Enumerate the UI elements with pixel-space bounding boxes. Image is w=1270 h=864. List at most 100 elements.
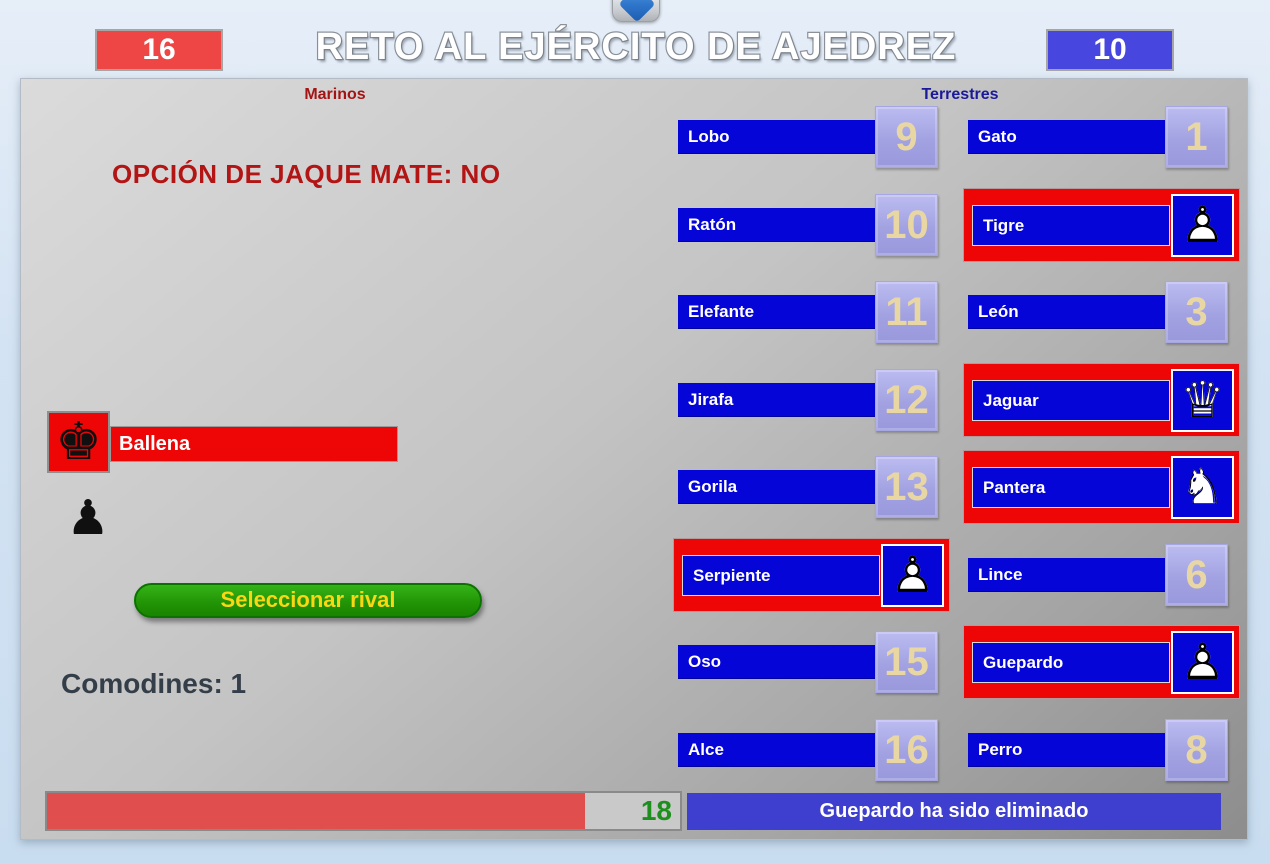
unit-row[interactable]: Lobo 9 bbox=[678, 106, 940, 168]
unit-name: Jaguar bbox=[983, 391, 1039, 410]
pawn-icon-outline: ♙ bbox=[1180, 633, 1225, 691]
terrestres-column-header: Terrestres bbox=[921, 86, 999, 103]
game-title: RETO AL EJÉRCITO DE AJEDREZ bbox=[314, 25, 957, 69]
king-icon: ♚ bbox=[55, 412, 102, 472]
queen-tile: ♛ ♕ bbox=[1171, 369, 1234, 432]
unit-name: Lince bbox=[978, 565, 1023, 584]
pawn-tile: ♟ ♙ bbox=[881, 544, 944, 607]
unit-name: Oso bbox=[688, 652, 722, 671]
captured-pawn-icon: ♟ bbox=[66, 490, 110, 546]
blue-team-score: 10 bbox=[1046, 29, 1174, 71]
pawn-icon-outline: ♙ bbox=[890, 546, 935, 604]
unit-number-tile: 1 bbox=[1165, 106, 1228, 168]
pawn-icon: ♟ bbox=[1180, 633, 1225, 691]
unit-name: Ratón bbox=[688, 215, 737, 234]
knight-icon-outline: ♘ bbox=[1180, 458, 1225, 516]
red-team-score: 16 bbox=[95, 29, 223, 71]
unit-row[interactable]: Alce 16 bbox=[678, 719, 940, 781]
unit-row[interactable]: Gato 1 bbox=[968, 106, 1230, 168]
unit-number-tile: 16 bbox=[875, 719, 938, 781]
unit-number-tile: 3 bbox=[1165, 281, 1228, 343]
unit-number-tile: 8 bbox=[1165, 719, 1228, 781]
unit-name-bar: Pantera bbox=[972, 467, 1170, 508]
unit-name: Jirafa bbox=[688, 390, 734, 409]
unit-row-eliminated[interactable]: Tigre ♟ ♙ bbox=[963, 188, 1240, 262]
select-rival-button[interactable]: Seleccionar rival bbox=[134, 583, 482, 618]
unit-row-eliminated[interactable]: Serpiente ♟ ♙ bbox=[673, 538, 950, 612]
unit-name-bar: Perro bbox=[968, 733, 1165, 767]
app-gem-icon[interactable] bbox=[612, 0, 660, 23]
player-name-bar: Ballena bbox=[110, 426, 398, 462]
unit-row[interactable]: León 3 bbox=[968, 281, 1230, 343]
pawn-icon: ♟ bbox=[1180, 196, 1225, 254]
unit-number: 9 bbox=[895, 115, 918, 159]
unit-name: Guepardo bbox=[983, 653, 1064, 672]
unit-name: Gorila bbox=[688, 477, 738, 496]
progress-value: 18 bbox=[640, 795, 672, 826]
status-message-bar: Guepardo ha sido eliminado bbox=[687, 793, 1221, 830]
unit-number: 10 bbox=[884, 203, 929, 247]
pawn-tile: ♟ ♙ bbox=[1171, 194, 1234, 257]
knight-tile: ♞ ♘ bbox=[1171, 456, 1234, 519]
unit-number-tile: 12 bbox=[875, 369, 938, 431]
unit-number-tile: 13 bbox=[875, 456, 938, 518]
unit-name-bar: Oso bbox=[678, 645, 875, 679]
unit-name-bar: Gorila bbox=[678, 470, 875, 504]
unit-name: Lobo bbox=[688, 127, 730, 146]
unit-row[interactable]: Lince 6 bbox=[968, 544, 1230, 606]
unit-name-bar: Lobo bbox=[678, 120, 875, 154]
unit-name-bar: León bbox=[968, 295, 1165, 329]
unit-number: 15 bbox=[884, 640, 929, 684]
unit-name-bar: Ratón bbox=[678, 208, 875, 242]
unit-name: Pantera bbox=[983, 478, 1046, 497]
unit-name-bar: Jaguar bbox=[972, 380, 1170, 421]
unit-number: 11 bbox=[885, 290, 928, 334]
unit-name: Serpiente bbox=[693, 566, 771, 585]
unit-name-bar: Lince bbox=[968, 558, 1165, 592]
unit-number-tile: 11 bbox=[875, 281, 938, 343]
unit-row[interactable]: Perro 8 bbox=[968, 719, 1230, 781]
queen-icon-outline: ♕ bbox=[1180, 371, 1225, 429]
comodines-count-text: Comodines: 1 bbox=[61, 668, 247, 699]
unit-row-eliminated[interactable]: Pantera ♞ ♘ bbox=[963, 450, 1240, 524]
unit-name-bar: Alce bbox=[678, 733, 875, 767]
progress-fill bbox=[47, 793, 586, 829]
unit-number: 1 bbox=[1185, 115, 1208, 159]
unit-row[interactable]: Elefante 11 bbox=[678, 281, 940, 343]
unit-row-eliminated[interactable]: Guepardo ♟ ♙ bbox=[963, 625, 1240, 699]
unit-row-eliminated[interactable]: Jaguar ♛ ♕ bbox=[963, 363, 1240, 437]
unit-name-bar: Guepardo bbox=[972, 642, 1170, 683]
unit-name-bar: Jirafa bbox=[678, 383, 875, 417]
unit-name: Gato bbox=[978, 127, 1017, 146]
unit-row[interactable]: Jirafa 12 bbox=[678, 369, 940, 431]
pawn-icon: ♟ bbox=[890, 546, 935, 604]
knight-icon: ♞ bbox=[1180, 458, 1225, 516]
unit-name: Tigre bbox=[983, 216, 1025, 235]
unit-name: Elefante bbox=[688, 302, 755, 321]
unit-number: 12 bbox=[884, 378, 929, 422]
unit-number-tile: 15 bbox=[875, 631, 938, 693]
unit-name: León bbox=[978, 302, 1019, 321]
unit-number-tile: 6 bbox=[1165, 544, 1228, 606]
unit-number: 16 bbox=[884, 728, 929, 772]
unit-name: Perro bbox=[978, 740, 1023, 759]
unit-row[interactable]: Oso 15 bbox=[678, 631, 940, 693]
unit-name-bar: Serpiente bbox=[682, 555, 880, 596]
player-king-tile: ♚ bbox=[47, 411, 110, 473]
unit-number: 6 bbox=[1185, 553, 1208, 597]
checkmate-option-text: OPCIÓN DE JAQUE MATE: NO bbox=[112, 159, 501, 189]
marinos-column-header: Marinos bbox=[304, 86, 366, 103]
blue-diamond-icon bbox=[618, 0, 656, 23]
unit-number-tile: 10 bbox=[875, 194, 938, 256]
unit-row[interactable]: Gorila 13 bbox=[678, 456, 940, 518]
unit-number: 13 bbox=[884, 465, 929, 509]
pawn-tile: ♟ ♙ bbox=[1171, 631, 1234, 694]
unit-name-bar: Tigre bbox=[972, 205, 1170, 246]
unit-name-bar: Elefante bbox=[678, 295, 875, 329]
unit-row[interactable]: Ratón 10 bbox=[678, 194, 940, 256]
unit-number: 8 bbox=[1185, 728, 1208, 772]
unit-name-bar: Gato bbox=[968, 120, 1165, 154]
pawn-icon-outline: ♙ bbox=[1180, 196, 1225, 254]
unit-number-tile: 9 bbox=[875, 106, 938, 168]
queen-icon: ♛ bbox=[1180, 371, 1225, 429]
